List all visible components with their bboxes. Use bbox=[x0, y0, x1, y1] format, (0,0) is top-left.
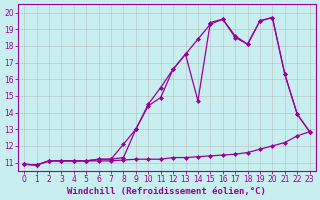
X-axis label: Windchill (Refroidissement éolien,°C): Windchill (Refroidissement éolien,°C) bbox=[68, 187, 266, 196]
